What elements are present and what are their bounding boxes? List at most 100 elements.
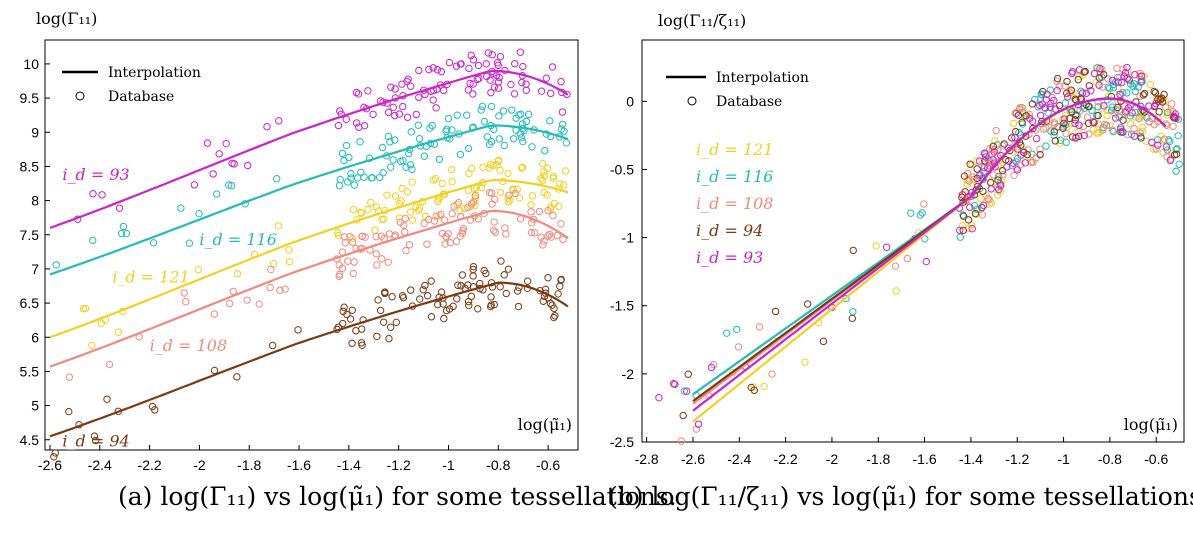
data-point-121: [506, 196, 514, 204]
data-point-94: [513, 287, 522, 295]
legend-label-database: Database: [716, 94, 782, 110]
data-point-121: [540, 171, 549, 180]
data-point-93: [976, 171, 984, 179]
data-point-116: [1143, 114, 1151, 122]
data-point-94: [998, 166, 1007, 175]
data-point-94: [1094, 111, 1102, 120]
data-point-94: [1014, 111, 1023, 119]
data-point-93: [1130, 132, 1139, 140]
data-point-116: [225, 181, 233, 189]
data-point-108: [535, 207, 544, 216]
data-point-121: [504, 169, 512, 178]
data-point-108: [549, 212, 557, 220]
data-point-116: [499, 107, 508, 115]
data-point-108: [225, 299, 234, 308]
data-point-116: [1131, 108, 1139, 117]
data-point-121: [1138, 127, 1147, 135]
data-point-93: [215, 150, 223, 158]
data-point-94: [474, 305, 482, 313]
chart-panel-a: -2.6 -2.4 -2.2 -2 -1.8 -1.6 -1.4 -1.2 -1 -0.8 -0.6…: [0, 0, 677, 535]
data-point-121: [1009, 119, 1018, 128]
data-point-116: [1077, 87, 1085, 95]
data-point-93: [421, 90, 429, 99]
data-point-94: [434, 300, 442, 309]
data-point-116: [444, 114, 453, 123]
y-tick-label: 8.5: [20, 158, 40, 174]
y-tick-label: -2: [622, 366, 635, 382]
data-point-94: [487, 293, 495, 301]
data-point-93: [507, 80, 515, 89]
data-point-121: [448, 178, 456, 186]
data-point-108: [377, 232, 386, 240]
data-point-121: [412, 203, 420, 211]
data-point-121: [997, 177, 1006, 186]
data-point-93: [352, 119, 361, 127]
data-point-93: [437, 67, 446, 76]
data-point-94: [989, 142, 997, 151]
data-point-108: [985, 196, 993, 204]
data-point-116: [680, 387, 689, 395]
data-point-93: [1145, 102, 1153, 110]
data-point-93: [389, 103, 397, 112]
data-point-116: [1173, 145, 1181, 153]
data-point-93: [445, 58, 454, 67]
data-point-108: [384, 258, 392, 266]
data-point-93: [415, 93, 423, 102]
data-point-93: [510, 90, 519, 98]
data-point-108: [281, 285, 289, 293]
data-point-93: [98, 191, 106, 199]
data-point-94: [1060, 119, 1068, 128]
data-point-121: [559, 181, 568, 189]
data-point-116: [524, 110, 533, 119]
data-point-121: [515, 194, 523, 202]
data-point-93: [1046, 103, 1054, 111]
data-point-94: [803, 300, 812, 308]
data-point-108: [1113, 64, 1121, 73]
data-point-108: [400, 221, 408, 230]
data-point-93: [496, 52, 505, 61]
data-point-108: [266, 283, 274, 292]
data-point-116: [956, 233, 964, 241]
data-point-93: [1148, 138, 1156, 147]
data-point-108: [65, 373, 74, 381]
data-point-94: [348, 306, 356, 314]
data-point-94: [1084, 102, 1093, 111]
data-point-116: [406, 161, 415, 169]
data-point-93: [1121, 108, 1130, 116]
legend-circle-marker: [75, 91, 85, 101]
data-point-93: [1009, 159, 1017, 167]
data-point-93: [1071, 119, 1079, 128]
data-point-94: [974, 182, 982, 191]
y-axis-label: log(Γ₁₁/ζ₁₁): [658, 11, 746, 30]
data-point-94: [1071, 116, 1079, 124]
data-point-93: [548, 63, 557, 71]
data-point-121: [972, 157, 981, 165]
data-point-121: [349, 205, 358, 214]
data-point-116: [918, 209, 926, 217]
plot-frame-b: [641, 39, 1185, 443]
data-point-116: [391, 136, 399, 144]
data-point-93: [1075, 66, 1084, 74]
data-point-108: [965, 177, 973, 185]
data-point-94: [416, 295, 424, 303]
legend-label-interpolation: Interpolation: [716, 70, 809, 86]
data-point-116: [970, 201, 979, 210]
data-point-94: [423, 292, 432, 300]
data-point-121: [357, 209, 365, 217]
data-point-93: [1060, 115, 1069, 123]
data-point-121: [274, 222, 283, 230]
data-point-94: [979, 187, 987, 195]
data-point-94: [406, 286, 415, 294]
data-point-108: [405, 241, 414, 249]
data-point-108: [344, 257, 352, 265]
data-point-116: [435, 155, 444, 164]
chart-panel-b: -2.8 -2.6 -2.4 -2.2 -2 -1.8 -1.6 -1.4 -1.2 -1 -0.8…: [598, 0, 1193, 535]
data-point-94: [453, 295, 461, 303]
data-point-108: [1145, 118, 1154, 126]
data-point-116: [414, 121, 422, 129]
data-point-93: [342, 115, 350, 123]
data-point-93: [1108, 76, 1117, 85]
data-point-93: [922, 257, 931, 266]
data-point-116: [149, 239, 158, 247]
data-point-93: [1172, 114, 1180, 123]
